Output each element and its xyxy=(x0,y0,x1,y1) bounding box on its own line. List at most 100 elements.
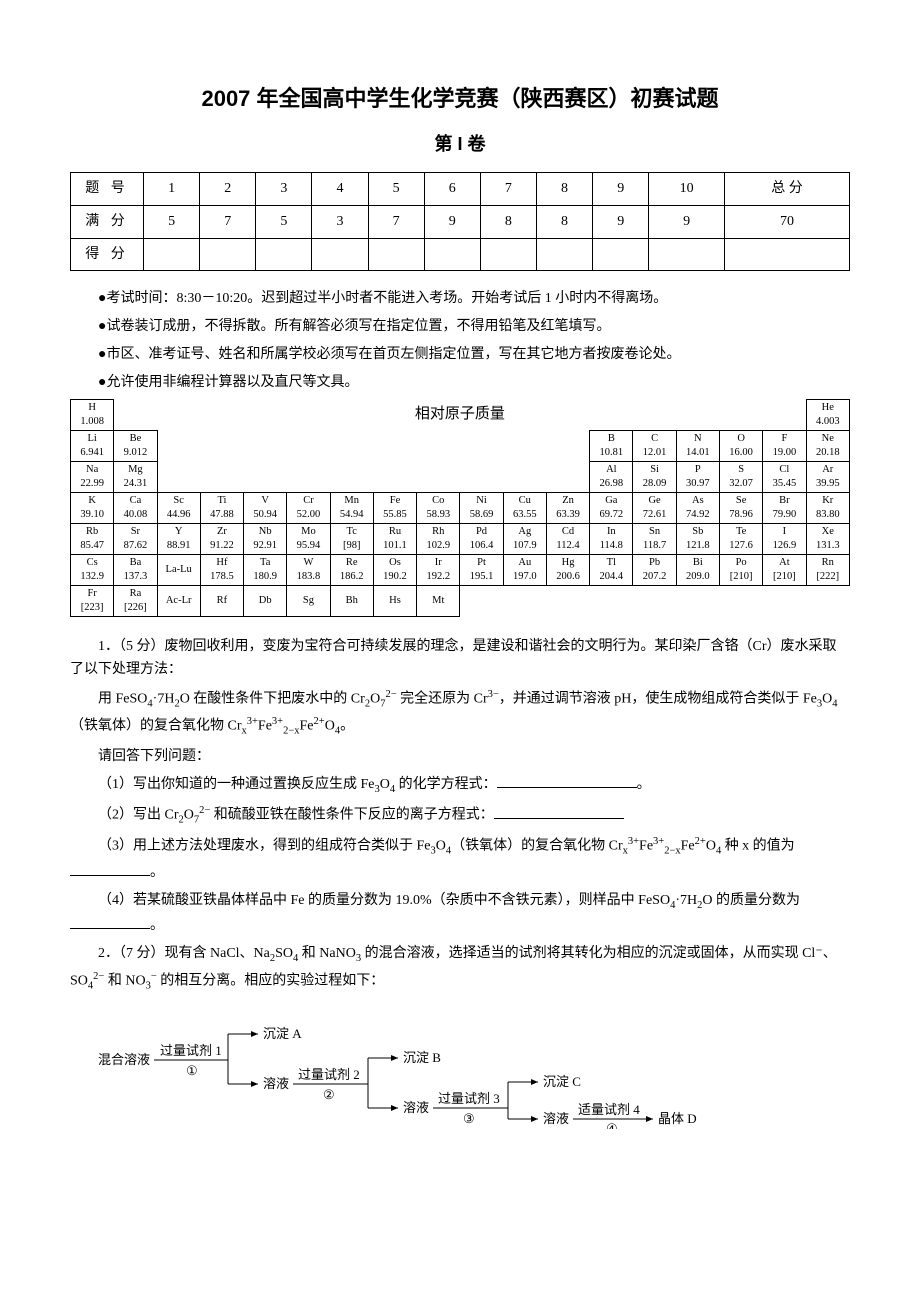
text: O 在酸性条件下把废水中的 Cr xyxy=(180,692,365,707)
element-symbol: Cr xyxy=(287,494,329,507)
score-full-cell: 9 xyxy=(649,205,725,238)
element-mass: 195.1 xyxy=(460,570,502,583)
element-symbol: Ca xyxy=(114,494,156,507)
score-got-cell xyxy=(368,238,424,271)
svg-text:晶体 D: 晶体 D xyxy=(658,1111,697,1126)
text: 。 xyxy=(340,719,354,734)
periodic-cell xyxy=(633,585,676,616)
element-symbol: Rh xyxy=(417,525,459,538)
periodic-cell: Ga69.72 xyxy=(590,492,633,523)
element-symbol: Tl xyxy=(590,556,632,569)
periodic-cell: Rn[222] xyxy=(806,554,849,585)
element-symbol: Sg xyxy=(287,594,329,607)
score-header-cell: 7 xyxy=(480,172,536,205)
periodic-cell: Sr87.62 xyxy=(114,523,157,554)
periodic-cell xyxy=(417,461,460,492)
document-title: 2007 年全国高中学生化学竞赛（陕西赛区）初赛试题 xyxy=(70,80,850,117)
periodic-cell xyxy=(373,430,416,461)
periodic-cell: Sc44.96 xyxy=(157,492,200,523)
element-mass: 118.7 xyxy=(633,539,675,552)
text: 和 NO xyxy=(104,973,145,988)
periodic-cell xyxy=(546,430,589,461)
element-symbol: N xyxy=(677,432,719,445)
element-mass: 40.08 xyxy=(114,508,156,521)
periodic-cell: Cd112.4 xyxy=(546,523,589,554)
element-mass: 186.2 xyxy=(331,570,373,583)
periodic-cell: Ar39.95 xyxy=(806,461,849,492)
element-mass: 200.6 xyxy=(547,570,589,583)
periodic-cell: Na22.99 xyxy=(71,461,114,492)
score-got-cell xyxy=(536,238,592,271)
element-symbol: La-Lu xyxy=(158,563,200,576)
element-symbol: Te xyxy=(720,525,762,538)
periodic-cell: In114.8 xyxy=(590,523,633,554)
text: ·7H xyxy=(675,893,697,908)
periodic-cell: Sb121.8 xyxy=(676,523,719,554)
text: 2．（7 分）现有含 NaCl、Na xyxy=(98,946,270,961)
element-symbol: Mt xyxy=(417,594,459,607)
svg-text:溶液: 溶液 xyxy=(543,1111,569,1126)
text: 和硫酸亚铁在酸性条件下反应的离子方程式： xyxy=(210,808,494,823)
element-mass: 131.3 xyxy=(807,539,849,552)
element-mass: 207.2 xyxy=(633,570,675,583)
periodic-cell: Co58.93 xyxy=(417,492,460,523)
q1-part2: （2）写出 Cr2O72− 和硫酸亚铁在酸性条件下反应的离子方程式： xyxy=(70,802,850,829)
element-mass: 63.55 xyxy=(504,508,546,521)
periodic-caption: 相对原子质量 xyxy=(114,399,806,430)
periodic-cell xyxy=(200,430,243,461)
element-symbol: As xyxy=(677,494,719,507)
periodic-cell: Nb92.91 xyxy=(244,523,287,554)
element-mass: 14.01 xyxy=(677,446,719,459)
score-header-cell: 总 分 xyxy=(725,172,850,205)
element-symbol: Au xyxy=(504,556,546,569)
periodic-cell xyxy=(244,430,287,461)
element-mass: 35.45 xyxy=(763,477,805,490)
periodic-cell: Tl204.4 xyxy=(590,554,633,585)
text: O xyxy=(822,692,832,707)
svg-text:沉淀 B: 沉淀 B xyxy=(403,1050,441,1065)
periodic-cell: Po[210] xyxy=(719,554,762,585)
element-symbol: Se xyxy=(720,494,762,507)
element-symbol: Ir xyxy=(417,556,459,569)
periodic-table: H1.008相对原子质量He4.003Li6.941Be9.012B10.81C… xyxy=(70,399,850,617)
periodic-cell: Rb85.47 xyxy=(71,523,114,554)
text: O 的质量分数为 xyxy=(702,893,800,908)
periodic-cell: Pd106.4 xyxy=(460,523,503,554)
periodic-cell: B10.81 xyxy=(590,430,633,461)
periodic-cell xyxy=(546,461,589,492)
note-line: ●试卷装订成册，不得拆散。所有解答必须写在指定位置，不得用铅笔及红笔填写。 xyxy=(70,315,850,339)
answer-blank xyxy=(497,773,637,788)
element-mass: 112.4 xyxy=(547,539,589,552)
periodic-cell: Be9.012 xyxy=(114,430,157,461)
text: 种 x 的值为 xyxy=(721,839,795,854)
element-symbol: Nb xyxy=(244,525,286,538)
question-1: 1．（5 分）废物回收利用，变废为宝符合可持续发展的理念，是建设和谐社会的文明行… xyxy=(70,635,850,938)
periodic-cell xyxy=(806,585,849,616)
periodic-cell: Hg200.6 xyxy=(546,554,589,585)
text: 完全还原为 Cr xyxy=(397,692,488,707)
score-header-row: 题 号 1 2 3 4 5 6 7 8 9 10 总 分 xyxy=(71,172,850,205)
periodic-cell: Br79.90 xyxy=(763,492,806,523)
text: 。 xyxy=(637,777,651,792)
element-mass: 39.10 xyxy=(71,508,113,521)
score-got-label: 得 分 xyxy=(71,238,144,271)
svg-text:适量试剂 4: 适量试剂 4 xyxy=(578,1102,640,1117)
text: Fe xyxy=(681,839,695,854)
periodic-cell: V50.94 xyxy=(244,492,287,523)
element-symbol: Db xyxy=(244,594,286,607)
element-symbol: Mo xyxy=(287,525,329,538)
periodic-cell: Hf178.5 xyxy=(200,554,243,585)
question-2: 2．（7 分）现有含 NaCl、Na2SO4 和 NaNO3 的混合溶液，选择适… xyxy=(70,942,850,995)
q1-part1: （1）写出你知道的一种通过置换反应生成 Fe3O4 的化学方程式：。 xyxy=(70,773,850,799)
periodic-cell: W183.8 xyxy=(287,554,330,585)
element-symbol: Rf xyxy=(201,594,243,607)
score-full-cell: 8 xyxy=(536,205,592,238)
periodic-cell: Fe55.85 xyxy=(373,492,416,523)
score-got-cell xyxy=(725,238,850,271)
svg-text:沉淀 A: 沉淀 A xyxy=(263,1026,302,1041)
element-mass: 88.91 xyxy=(158,539,200,552)
score-got-cell xyxy=(144,238,200,271)
periodic-cell: Os190.2 xyxy=(373,554,416,585)
periodic-cell: Sn118.7 xyxy=(633,523,676,554)
element-symbol: Rb xyxy=(71,525,113,538)
